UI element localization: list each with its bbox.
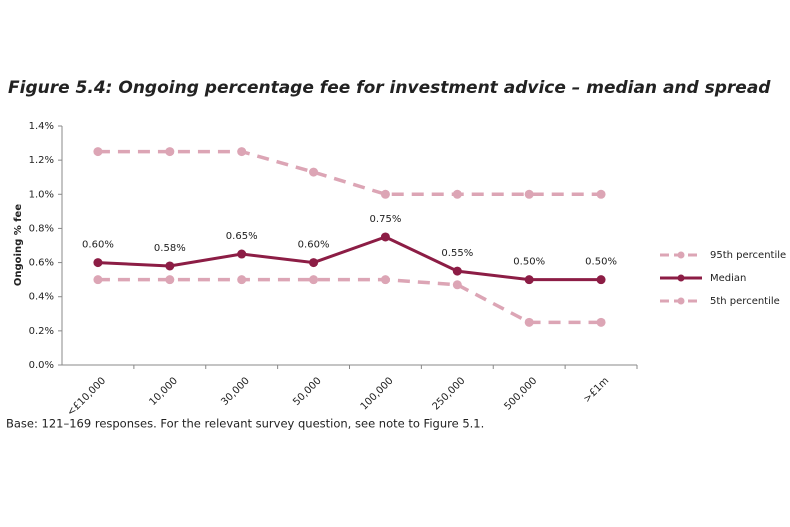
series-line — [97, 277, 602, 325]
y-tick-label: 0.6% — [29, 258, 54, 269]
legend-marker — [677, 297, 685, 305]
legend-label: Median — [710, 273, 746, 284]
x-tick-label: 250,000 — [431, 375, 468, 412]
y-tick-label: 1.2% — [29, 155, 54, 166]
series-line — [97, 149, 602, 197]
point — [380, 275, 390, 285]
data-label: 0.58% — [154, 243, 186, 254]
point — [93, 147, 103, 157]
point — [596, 275, 606, 285]
point — [596, 317, 606, 327]
legend-marker — [677, 274, 685, 282]
x-tick-label: >£1m — [582, 375, 612, 405]
x-tick-label: 30,000 — [219, 375, 252, 408]
point — [309, 167, 319, 177]
data-label: 0.60% — [298, 240, 330, 251]
point — [237, 249, 247, 259]
y-tick-label: 1.0% — [29, 189, 54, 200]
point — [165, 275, 175, 285]
x-tick-label: 50,000 — [291, 375, 324, 408]
point — [524, 189, 534, 199]
footnote: Base: 121–169 responses. For the relevan… — [6, 417, 484, 431]
y-tick-label: 1.4% — [29, 121, 54, 132]
point — [237, 147, 247, 157]
data-label: 0.50% — [513, 257, 545, 268]
x-tick-label: 100,000 — [359, 375, 396, 412]
legend-marker — [677, 251, 685, 259]
data-label: 0.50% — [585, 257, 617, 268]
data-label: 0.65% — [226, 231, 258, 242]
data-label: 0.60% — [82, 240, 114, 251]
point — [380, 189, 390, 199]
point — [452, 280, 462, 290]
y-tick-label: 0.2% — [29, 326, 54, 337]
point — [524, 275, 534, 285]
point — [309, 275, 319, 285]
x-tick-label: 500,000 — [502, 375, 539, 412]
point — [596, 189, 606, 199]
point — [93, 258, 103, 268]
y-tick-label: 0.8% — [29, 223, 54, 234]
x-tick-label: 10,000 — [148, 375, 181, 408]
point — [452, 189, 462, 199]
y-tick-label: 0.0% — [29, 360, 54, 371]
point — [237, 275, 247, 285]
legend-label: 95th percentile — [710, 250, 786, 261]
point — [380, 232, 390, 242]
point — [165, 147, 175, 157]
data-label: 0.55% — [441, 248, 473, 259]
y-axis-label: Ongoing % fee — [13, 204, 24, 286]
data-label: 0.75% — [370, 214, 402, 225]
point — [452, 266, 462, 276]
point — [309, 258, 319, 268]
point — [93, 275, 103, 285]
y-tick-label: 0.4% — [29, 292, 54, 303]
point — [524, 317, 534, 327]
legend-label: 5th percentile — [710, 296, 780, 307]
x-tick-label: <£10,000 — [65, 375, 108, 418]
point — [165, 261, 175, 271]
series-line — [97, 235, 602, 282]
chart-title: Figure 5.4: Ongoing percentage fee for i… — [8, 78, 771, 98]
